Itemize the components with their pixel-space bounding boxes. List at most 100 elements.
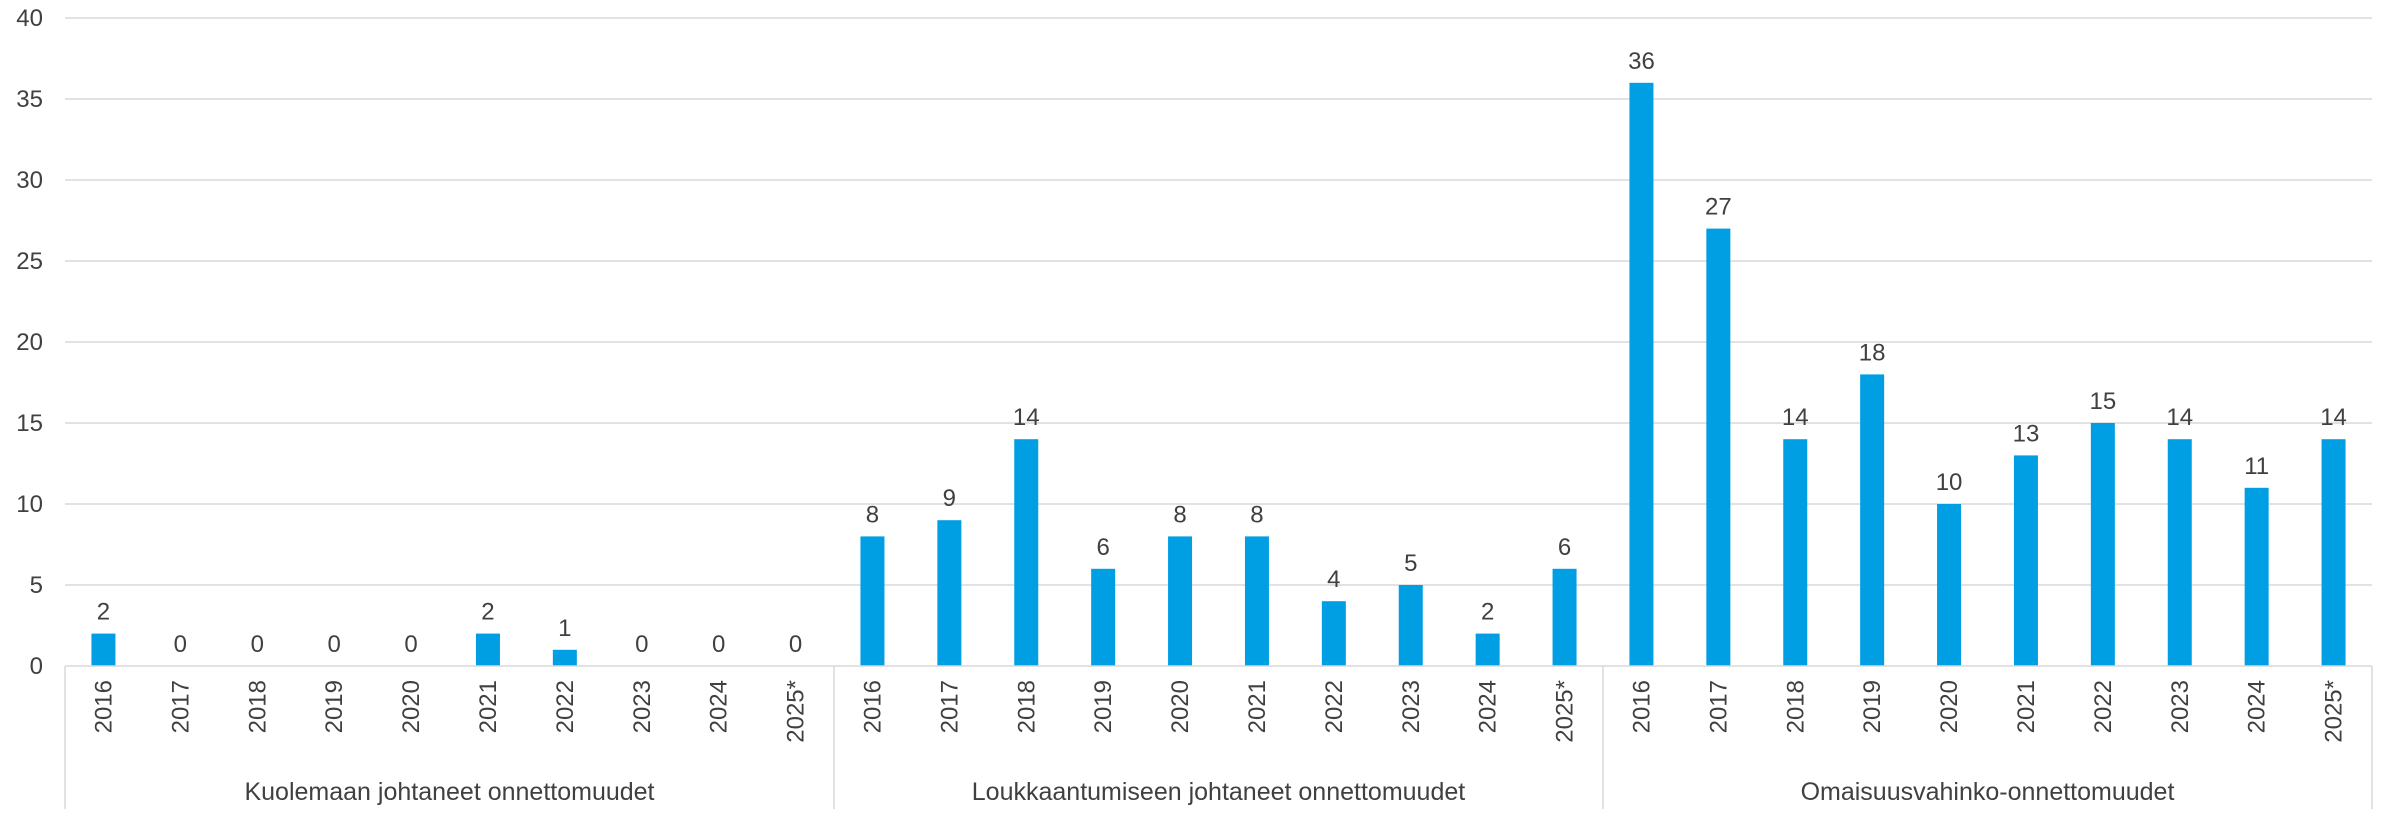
x-tick-label: 2017 [167, 680, 194, 733]
data-label: 27 [1705, 194, 1732, 221]
data-label: 1 [558, 615, 571, 642]
y-tick-label: 40 [16, 5, 43, 32]
data-label: 13 [2013, 420, 2040, 447]
x-tick-label: 2022 [2090, 680, 2117, 733]
x-tick-label: 2020 [398, 680, 425, 733]
data-label: 8 [866, 501, 879, 528]
data-label: 6 [1558, 534, 1571, 561]
x-tick-label: 2019 [1859, 680, 1886, 733]
group-label: Loukkaantumiseen johtaneet onnettomuudet [972, 778, 1465, 806]
data-label: 14 [2166, 404, 2193, 431]
bar [1091, 568, 1116, 666]
data-label: 18 [1859, 339, 1886, 366]
data-label: 8 [1173, 501, 1186, 528]
x-tick-label: 2024 [706, 680, 733, 733]
x-tick-label: 2023 [629, 680, 656, 733]
bar [1552, 568, 1577, 666]
data-label: 0 [712, 631, 725, 658]
y-tick-label: 0 [30, 653, 43, 680]
x-tick-label: 2018 [244, 680, 271, 733]
data-label: 14 [1013, 404, 1040, 431]
data-label: 14 [2320, 404, 2347, 431]
bar [1783, 439, 1808, 666]
x-tick-label: 2020 [1167, 680, 1194, 733]
data-label: 11 [2244, 453, 2269, 480]
x-tick-label: 2016 [859, 680, 886, 733]
x-tick-label: 2017 [1705, 680, 1732, 733]
bar [860, 536, 885, 666]
group-label: Omaisuusvahinko-onnettomuudet [1801, 778, 2175, 806]
y-tick-label: 35 [16, 86, 43, 113]
bar [1475, 633, 1500, 666]
group-labels: Kuolemaan johtaneet onnettomuudet Loukkaa… [244, 778, 2174, 806]
bar [2244, 487, 2269, 666]
data-label: 6 [1096, 534, 1109, 561]
bar [1860, 374, 1885, 666]
y-tick-label: 15 [16, 410, 43, 437]
x-tick-label: 2019 [321, 680, 348, 733]
bar [1398, 585, 1423, 666]
bars [91, 82, 2346, 667]
data-label: 8 [1250, 501, 1263, 528]
bar [1321, 601, 1346, 666]
bar [1937, 504, 1962, 666]
x-tick-label: 2025* [1552, 680, 1579, 743]
y-tick-label: 5 [30, 572, 43, 599]
x-tick-label: 2016 [1628, 680, 1655, 733]
data-label: 0 [404, 631, 417, 658]
bar [937, 520, 962, 666]
data-label: 2 [97, 599, 110, 626]
y-tick-label: 30 [16, 167, 43, 194]
x-tick-label: 2021 [1244, 680, 1271, 733]
x-tick-label: 2018 [1782, 680, 1809, 733]
bar [2167, 439, 2192, 666]
bar [2090, 423, 2115, 666]
bar [475, 633, 500, 666]
data-label: 0 [327, 631, 340, 658]
data-label: 9 [943, 485, 956, 512]
data-label: 5 [1404, 550, 1417, 577]
x-axis-ticks: 2016 2017 2018 2019 2020 2021 2022 2023 2024 2025… [90, 680, 2347, 743]
x-tick-label: 2023 [1398, 680, 1425, 733]
data-label: 4 [1327, 566, 1340, 593]
y-tick-label: 20 [16, 329, 43, 356]
x-axis [64, 665, 2373, 809]
x-tick-label: 2025* [783, 680, 810, 743]
x-tick-label: 2017 [936, 680, 963, 733]
bar [91, 633, 116, 666]
data-label: 10 [1936, 469, 1963, 496]
data-label: 0 [789, 631, 802, 658]
data-label: 14 [1782, 404, 1809, 431]
x-tick-label: 2023 [2167, 680, 2194, 733]
data-label: 15 [2089, 388, 2116, 415]
x-tick-label: 2019 [1090, 680, 1117, 733]
x-tick-label: 2024 [1475, 680, 1502, 733]
group-label: Kuolemaan johtaneet onnettomuudet [244, 778, 654, 806]
y-tick-label: 10 [16, 491, 43, 518]
bar [1629, 82, 1654, 667]
data-label: 0 [635, 631, 648, 658]
bar [552, 649, 577, 666]
data-label: 0 [251, 631, 264, 658]
bar [1706, 228, 1731, 666]
y-axis-ticks: 0 5 10 15 20 25 30 35 40 [16, 5, 43, 680]
bar [2321, 439, 2346, 666]
x-tick-label: 2020 [1936, 680, 1963, 733]
x-tick-label: 2025* [2321, 680, 2348, 743]
x-tick-label: 2018 [1013, 680, 1040, 733]
x-tick-label: 2016 [90, 680, 117, 733]
bar [1168, 536, 1193, 666]
data-label: 0 [174, 631, 187, 658]
x-tick-label: 2022 [552, 680, 579, 733]
y-tick-label: 25 [16, 248, 43, 275]
data-label: 36 [1628, 48, 1655, 75]
x-tick-label: 2024 [2244, 680, 2271, 733]
bar [2013, 455, 2038, 666]
x-tick-label: 2021 [2013, 680, 2040, 733]
bar [1244, 536, 1269, 666]
data-label: 2 [481, 599, 494, 626]
gridlines [65, 17, 2372, 586]
